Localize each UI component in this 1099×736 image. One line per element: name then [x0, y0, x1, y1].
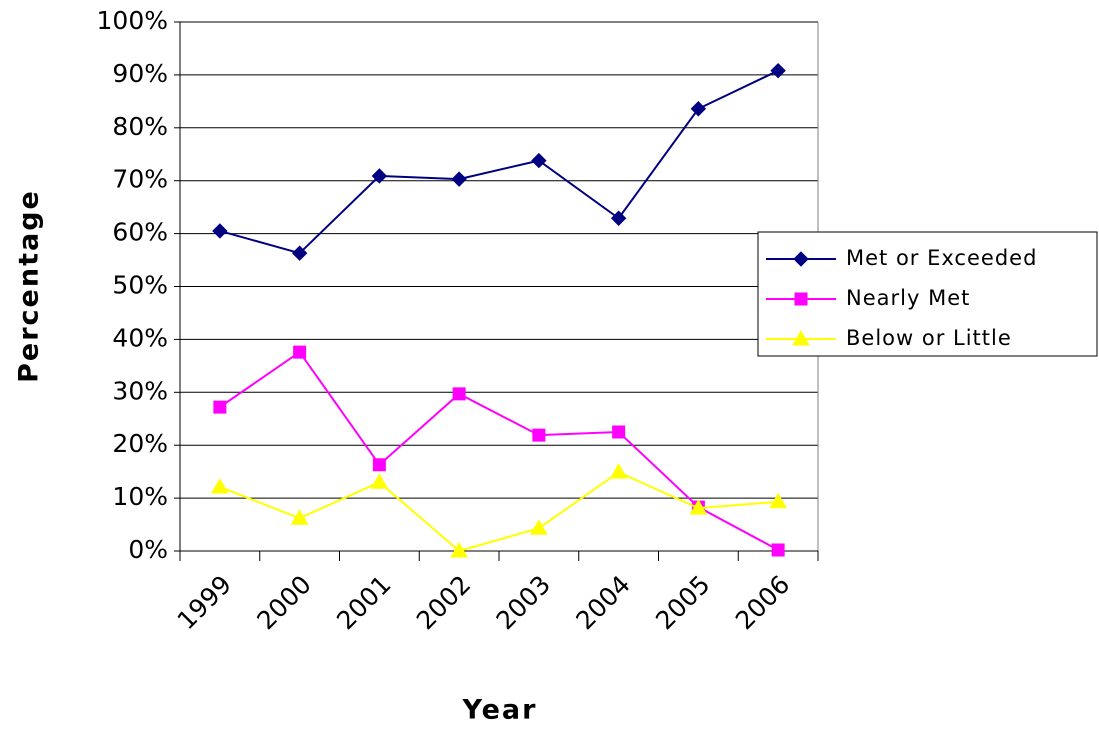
y-tick-label: 60% [112, 218, 168, 247]
x-tick-label: 2000 [251, 570, 316, 635]
data-point [213, 400, 227, 414]
y-tick-label: 50% [112, 271, 168, 300]
data-point [370, 473, 389, 489]
data-point [612, 425, 626, 439]
series-line [219, 350, 779, 551]
data-point [690, 101, 707, 117]
y-tick-label: 70% [112, 165, 168, 194]
x-axis-title: Year [462, 695, 538, 726]
data-point [531, 152, 547, 169]
legend-label: Met or Exceeded [846, 246, 1037, 270]
data-point [450, 541, 468, 558]
data-point [371, 168, 388, 184]
x-tick-label: 2002 [411, 570, 476, 635]
data-point [372, 458, 386, 472]
series-line [219, 69, 779, 255]
legend-marker [792, 329, 810, 346]
data-point [771, 543, 785, 557]
data-point [609, 463, 628, 479]
data-point [291, 245, 308, 261]
x-tick-label: 2001 [331, 570, 396, 635]
data-point [769, 492, 787, 509]
data-point [770, 62, 786, 79]
legend-box [757, 231, 1098, 357]
data-point [532, 428, 546, 442]
data-point [610, 210, 627, 226]
legend-label: Nearly Met [846, 286, 970, 310]
data-point [451, 171, 467, 187]
y-tick-label: 90% [112, 59, 168, 88]
x-tick-label: 1999 [172, 570, 237, 635]
data-point [452, 387, 466, 401]
legend-marker [794, 292, 808, 306]
y-tick-label: 100% [97, 6, 168, 35]
y-tick-label: 10% [112, 482, 168, 511]
data-point [211, 477, 229, 494]
data-point [530, 519, 548, 535]
legend-marker [793, 251, 809, 267]
y-axis-title: Percentage [14, 189, 45, 383]
series-line [219, 471, 779, 553]
data-point [212, 223, 228, 239]
data-point [290, 509, 309, 525]
x-tick-label: 2004 [570, 570, 635, 635]
y-tick-label: 0% [128, 535, 168, 564]
x-tick-label: 2005 [650, 570, 715, 635]
x-tick-label: 2006 [730, 570, 795, 635]
x-tick-label: 2003 [491, 570, 556, 635]
data-point [293, 345, 307, 359]
y-tick-label: 40% [112, 323, 168, 352]
y-tick-label: 20% [112, 429, 168, 458]
legend-label: Below or Little [846, 326, 1012, 350]
y-tick-label: 30% [112, 376, 168, 405]
data-point [689, 499, 708, 515]
y-tick-label: 80% [112, 112, 168, 141]
